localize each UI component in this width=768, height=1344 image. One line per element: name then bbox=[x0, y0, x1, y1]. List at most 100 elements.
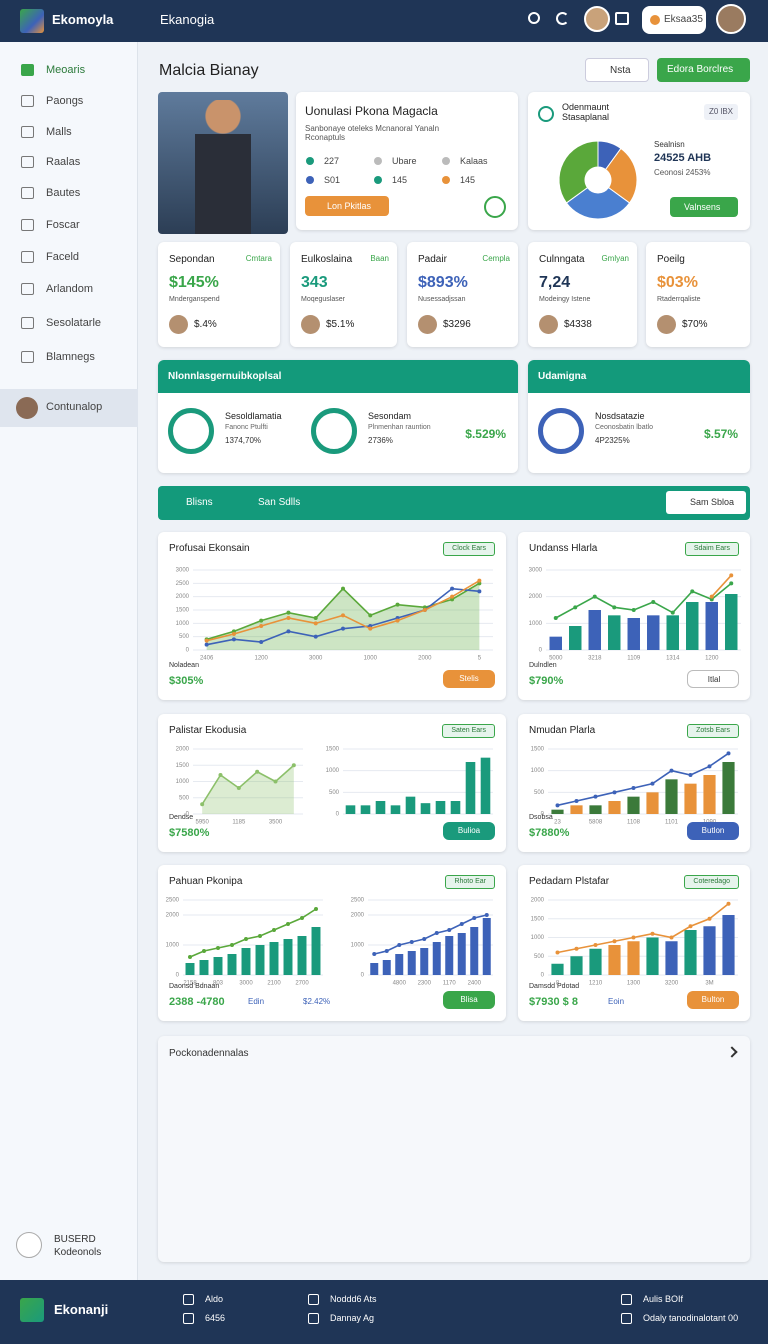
point bbox=[341, 586, 345, 591]
sidebar-item[interactable]: Sesolatarle bbox=[0, 309, 138, 337]
point bbox=[286, 610, 291, 615]
sidebar-item[interactable]: Bautes bbox=[0, 179, 138, 207]
button-label: Valnsens bbox=[684, 202, 721, 212]
point bbox=[372, 952, 377, 956]
button[interactable]: Nsta bbox=[585, 58, 649, 82]
button[interactable]: Stelis bbox=[443, 670, 495, 688]
button[interactable]: Lon Pkitlas bbox=[305, 196, 389, 216]
bar bbox=[686, 602, 699, 650]
point bbox=[422, 608, 427, 612]
sidebar-icon bbox=[21, 156, 34, 168]
x-tick-label: 3000 bbox=[309, 656, 323, 662]
bar bbox=[627, 618, 640, 650]
sidebar-item[interactable]: Contunalop bbox=[0, 389, 138, 427]
kpi-foot: $.4% bbox=[194, 319, 217, 330]
button[interactable]: Itlal bbox=[687, 670, 739, 688]
bar bbox=[703, 926, 716, 975]
bar bbox=[570, 956, 583, 975]
sidebar-footer: Kodeonols bbox=[54, 1247, 102, 1258]
legend-item: Eoin bbox=[608, 997, 625, 1006]
chart-card: Nmudan Plarla Zotsb Ears 0 500 1000 1500 23 580… bbox=[518, 714, 750, 852]
footer-icon bbox=[308, 1313, 319, 1324]
button[interactable]: Edora Borclres bbox=[657, 58, 750, 82]
point bbox=[729, 581, 734, 586]
y-tick-label: 0 bbox=[186, 812, 190, 818]
chart-title: Pahuan Pkonipa bbox=[169, 876, 243, 887]
kpi-sub: Moqeguslaser bbox=[301, 296, 345, 303]
point bbox=[314, 907, 318, 911]
y-tick-label: 1000 bbox=[531, 768, 545, 774]
point bbox=[450, 594, 455, 599]
sidebar-label: Arlandom bbox=[46, 283, 94, 295]
kpi-avatar bbox=[301, 315, 320, 334]
sidebar-item[interactable]: Blamnegs bbox=[0, 343, 138, 371]
x-tick-label: 2400 bbox=[468, 981, 482, 987]
sidebar-item[interactable]: Raalas bbox=[0, 148, 138, 176]
strip: Blisns San Sdlls Sam Sbloa bbox=[158, 486, 750, 520]
bar bbox=[470, 927, 479, 975]
sidebar-item[interactable]: Arlandom bbox=[0, 275, 138, 303]
button-label: Lon Pkitlas bbox=[327, 201, 372, 211]
strip-label: San Sdlls bbox=[258, 497, 301, 508]
point bbox=[555, 950, 560, 955]
search-icon[interactable] bbox=[528, 12, 540, 24]
x-tick-label: 2300 bbox=[418, 981, 432, 987]
point bbox=[341, 613, 345, 618]
button[interactable]: Valnsens bbox=[670, 197, 738, 217]
badge-pill[interactable]: Eksaa35 bbox=[642, 6, 706, 34]
sidebar-item[interactable]: Faceld bbox=[0, 243, 138, 271]
sidebar-icon bbox=[21, 283, 34, 295]
panel: Udamigna Nosdsatazie Ceonosbatin lbatlo 4P2… bbox=[528, 360, 750, 473]
point bbox=[368, 626, 373, 631]
badge: Sdaim Ears bbox=[684, 542, 739, 556]
button[interactable]: Bulioa bbox=[443, 822, 495, 840]
y-tick-label: 1000 bbox=[531, 935, 545, 941]
bar bbox=[647, 615, 660, 650]
y-tick-label: 2500 bbox=[351, 898, 365, 904]
bar bbox=[666, 615, 679, 650]
avatar[interactable] bbox=[716, 4, 746, 34]
sidebar-label: Bautes bbox=[46, 187, 81, 199]
chevron[interactable] bbox=[726, 1046, 738, 1058]
x-tick-label: 1108 bbox=[627, 820, 641, 826]
point bbox=[553, 616, 558, 620]
point bbox=[218, 773, 223, 777]
kpi-card: Culnngata Gmlyan 7,24 Modeingy Istene $4338 bbox=[528, 242, 637, 347]
x-tick-label: 1200 bbox=[705, 656, 719, 662]
point bbox=[593, 943, 598, 947]
point bbox=[258, 934, 262, 938]
chart-card: Palistar Ekodusia Saten Ears 0 500 1000 1500 2… bbox=[158, 714, 506, 852]
footer-text: Aulis BOIf bbox=[643, 1294, 684, 1304]
grid-icon[interactable] bbox=[615, 12, 629, 25]
avatar[interactable] bbox=[584, 6, 610, 32]
panel-icons bbox=[428, 370, 508, 382]
point bbox=[231, 637, 236, 642]
y-tick-label: 1500 bbox=[176, 763, 190, 769]
badge: Z0 lBX bbox=[704, 104, 738, 120]
item-desc: Ceonosbatin lbatlo bbox=[595, 424, 653, 431]
button-label: Bulton bbox=[701, 995, 725, 1004]
y-tick-label: 1000 bbox=[166, 943, 180, 949]
button[interactable]: Butlon bbox=[687, 822, 739, 840]
bar bbox=[360, 805, 371, 814]
sidebar-item[interactable]: Malls bbox=[0, 118, 138, 146]
sidebar-item[interactable]: Paongs bbox=[0, 87, 138, 115]
kpi-value: $145% bbox=[169, 274, 219, 291]
button[interactable]: Sam Sbloa bbox=[666, 491, 746, 514]
button[interactable]: Blisa bbox=[443, 991, 495, 1009]
refresh-icon[interactable] bbox=[556, 12, 569, 25]
check-icon[interactable] bbox=[484, 196, 506, 218]
chart-svg: 0 1000 2000 3000 5000 3218 1109 1314 1200 bbox=[529, 568, 741, 662]
kpi-sub: Modeingy Istene bbox=[539, 296, 591, 303]
foot-label: Noladean bbox=[169, 662, 199, 669]
button[interactable]: Bulton bbox=[687, 991, 739, 1009]
bar bbox=[405, 796, 416, 814]
card-subtitle: Sanbonaye oteleks Mcnanoral Yanaln Rcona… bbox=[305, 124, 440, 142]
sidebar-item[interactable]: Foscar bbox=[0, 211, 138, 239]
point bbox=[216, 946, 220, 950]
footer: Ekonanji Aldo 6456 Noddd6 Ats Dannay Ag Aulis… bbox=[0, 1280, 768, 1344]
panel-icons bbox=[660, 370, 740, 382]
sidebar-item[interactable]: Meoaris bbox=[0, 56, 138, 84]
bar bbox=[684, 930, 697, 975]
bar bbox=[588, 610, 601, 650]
